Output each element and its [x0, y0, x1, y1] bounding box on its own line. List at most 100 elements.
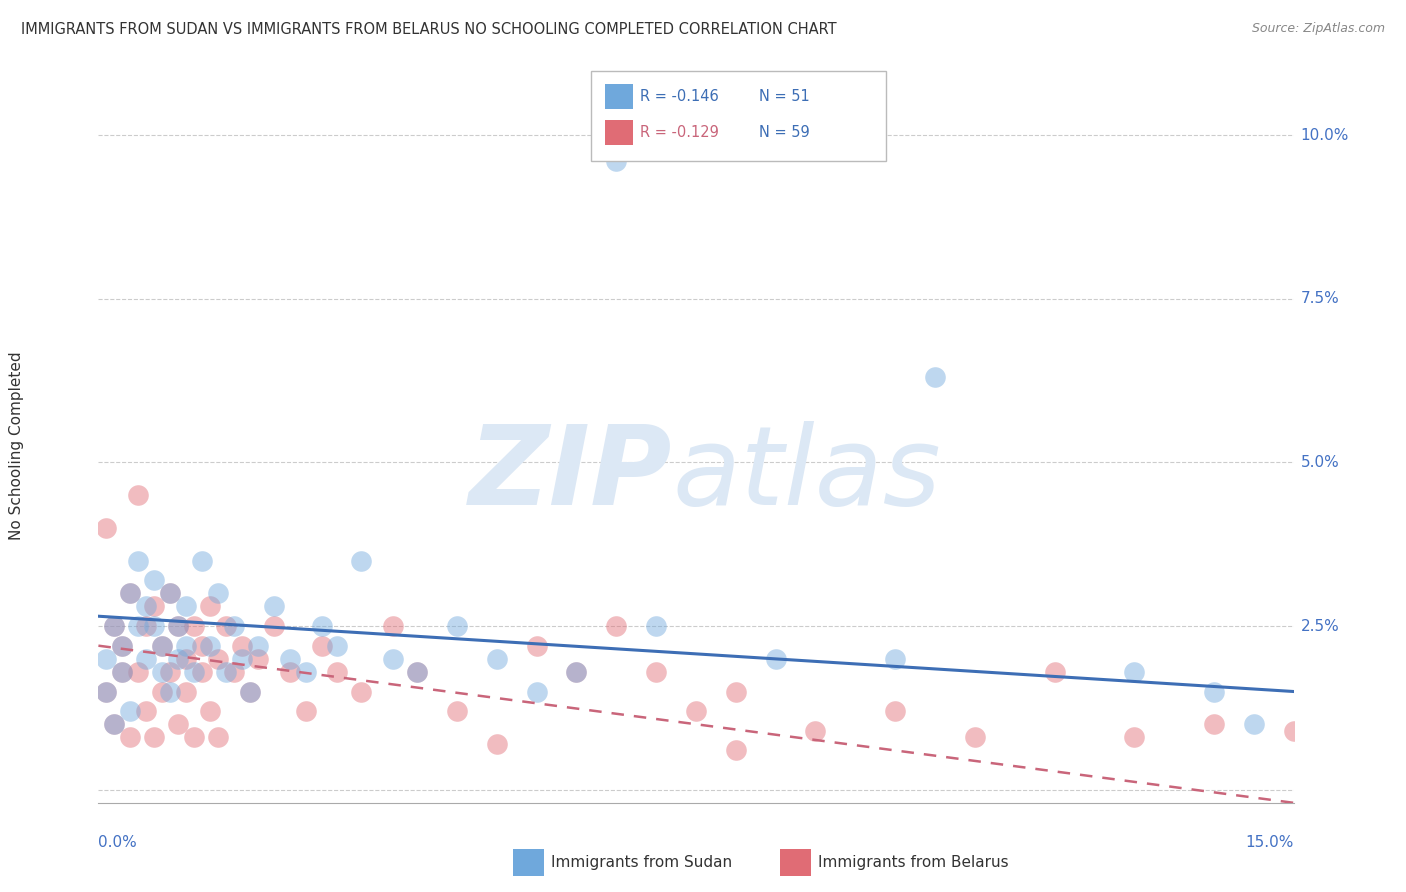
Point: [103, 619, 125, 633]
Point: [143, 573, 166, 587]
Point: [278, 665, 301, 679]
Point: [1202, 684, 1225, 698]
Point: [565, 665, 588, 679]
Point: [884, 652, 907, 666]
Point: [215, 665, 238, 679]
Point: [96, 684, 118, 698]
Point: [239, 684, 262, 698]
Point: [406, 665, 429, 679]
Point: [174, 652, 197, 666]
Point: [263, 619, 285, 633]
Point: [96, 684, 118, 698]
Point: [198, 599, 221, 614]
Point: [159, 665, 181, 679]
Point: [326, 639, 349, 653]
Text: Immigrants from Sudan: Immigrants from Sudan: [551, 855, 733, 870]
Point: [167, 619, 190, 633]
Text: 0.0%: 0.0%: [98, 836, 138, 850]
Point: [1123, 731, 1146, 745]
Point: [143, 619, 166, 633]
Point: [350, 684, 373, 698]
Point: [685, 704, 707, 718]
Point: [120, 704, 142, 718]
Point: [326, 665, 349, 679]
Point: [198, 639, 221, 653]
Point: [963, 731, 986, 745]
Point: [103, 619, 125, 633]
Point: [103, 717, 125, 731]
Point: [135, 619, 157, 633]
Point: [127, 553, 149, 567]
Text: 10.0%: 10.0%: [1301, 128, 1348, 143]
Point: [174, 684, 197, 698]
Text: R = -0.146: R = -0.146: [640, 89, 718, 103]
Point: [446, 619, 468, 633]
Point: [198, 704, 221, 718]
Point: [231, 652, 253, 666]
Point: [1043, 665, 1066, 679]
Point: [605, 154, 627, 169]
Point: [294, 704, 316, 718]
Point: [222, 619, 245, 633]
Text: 15.0%: 15.0%: [1246, 836, 1294, 850]
Point: [96, 521, 118, 535]
Point: [382, 652, 405, 666]
Text: No Schooling Completed: No Schooling Completed: [10, 351, 24, 541]
Text: 5.0%: 5.0%: [1301, 455, 1340, 470]
Point: [207, 652, 229, 666]
Point: [191, 665, 214, 679]
Text: Immigrants from Belarus: Immigrants from Belarus: [818, 855, 1010, 870]
Point: [111, 665, 134, 679]
Point: [111, 639, 134, 653]
Point: [724, 684, 747, 698]
Point: [135, 652, 157, 666]
Point: [222, 665, 245, 679]
Point: [724, 743, 747, 757]
Point: [167, 717, 190, 731]
Point: [174, 599, 197, 614]
Point: [167, 619, 190, 633]
Point: [174, 639, 197, 653]
Point: [127, 619, 149, 633]
Point: [120, 731, 142, 745]
Point: [446, 704, 468, 718]
Point: [406, 665, 429, 679]
Point: [485, 737, 508, 751]
Point: [111, 639, 134, 653]
Point: [135, 599, 157, 614]
Point: [183, 665, 205, 679]
Point: [96, 652, 118, 666]
Point: [120, 586, 142, 600]
Point: [246, 652, 269, 666]
Point: [167, 652, 190, 666]
Point: [215, 619, 238, 633]
Point: [239, 684, 262, 698]
Text: R = -0.129: R = -0.129: [640, 125, 718, 139]
Point: [150, 665, 173, 679]
Point: [159, 586, 181, 600]
Point: [526, 684, 548, 698]
Text: 2.5%: 2.5%: [1301, 618, 1340, 633]
Point: [765, 652, 787, 666]
Point: [311, 619, 333, 633]
Point: [645, 619, 668, 633]
Point: [645, 665, 668, 679]
Point: [278, 652, 301, 666]
Text: atlas: atlas: [672, 421, 941, 528]
Point: [1123, 665, 1146, 679]
Point: [1202, 717, 1225, 731]
Point: [263, 599, 285, 614]
Point: [127, 488, 149, 502]
Point: [150, 684, 173, 698]
Text: N = 59: N = 59: [759, 125, 810, 139]
Point: [1282, 723, 1305, 738]
Point: [135, 704, 157, 718]
Text: ZIP: ZIP: [468, 421, 672, 528]
Point: [350, 553, 373, 567]
Point: [103, 717, 125, 731]
Point: [565, 665, 588, 679]
Point: [150, 639, 173, 653]
Text: 7.5%: 7.5%: [1301, 291, 1340, 306]
Point: [120, 586, 142, 600]
Point: [485, 652, 508, 666]
